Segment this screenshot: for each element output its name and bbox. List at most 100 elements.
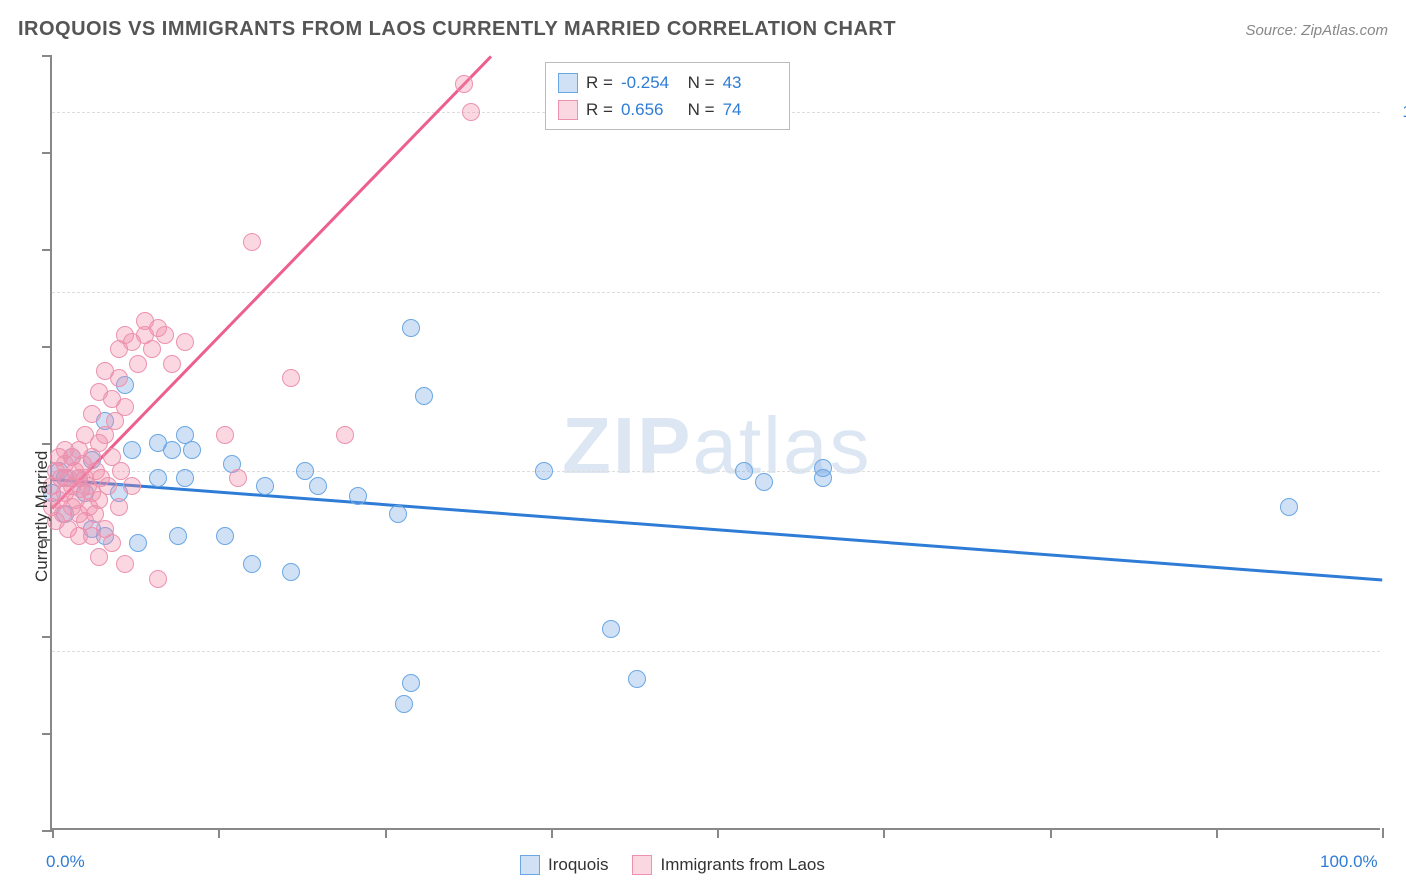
y-tick: [42, 249, 52, 251]
legend-item: Iroquois: [520, 855, 608, 875]
data-point: [402, 319, 420, 337]
stats-n-value: 74: [723, 96, 777, 123]
data-point: [389, 505, 407, 523]
data-point: [163, 355, 181, 373]
data-point: [110, 498, 128, 516]
data-point: [83, 405, 101, 423]
data-point: [402, 674, 420, 692]
chart-container: IROQUOIS VS IMMIGRANTS FROM LAOS CURRENT…: [0, 0, 1406, 892]
data-point: [183, 441, 201, 459]
data-point: [110, 369, 128, 387]
gridline: [52, 651, 1380, 652]
legend-swatch: [632, 855, 652, 875]
data-point: [602, 620, 620, 638]
x-tick: [218, 828, 220, 838]
data-point: [143, 340, 161, 358]
data-point: [243, 233, 261, 251]
y-tick-label: 75.0%: [1390, 282, 1406, 302]
data-point: [123, 441, 141, 459]
x-tick: [1216, 828, 1218, 838]
data-point: [349, 487, 367, 505]
stats-n-label: N =: [683, 96, 715, 123]
legend-swatch: [520, 855, 540, 875]
data-point: [129, 534, 147, 552]
gridline: [52, 471, 1380, 472]
data-point: [309, 477, 327, 495]
data-point: [116, 555, 134, 573]
data-point: [735, 462, 753, 480]
data-point: [628, 670, 646, 688]
stats-r-value: -0.254: [621, 69, 675, 96]
data-point: [176, 469, 194, 487]
data-point: [395, 695, 413, 713]
legend-swatch: [558, 73, 578, 93]
watermark-bold: ZIP: [562, 401, 692, 490]
trend-line: [51, 55, 492, 509]
stats-r-label: R =: [586, 96, 613, 123]
data-point: [149, 570, 167, 588]
x-tick: [717, 828, 719, 838]
data-point: [336, 426, 354, 444]
stats-row: R = 0.656 N = 74: [558, 96, 777, 123]
y-tick: [42, 830, 52, 832]
x-tick: [883, 828, 885, 838]
plot-area: ZIPatlas 25.0%50.0%75.0%100.0%: [50, 55, 1380, 830]
y-tick: [42, 346, 52, 348]
y-tick: [42, 55, 52, 57]
x-axis-min-label: 0.0%: [46, 852, 85, 872]
y-axis-title: Currently Married: [32, 451, 52, 582]
stats-r-value: 0.656: [621, 96, 675, 123]
y-tick: [42, 636, 52, 638]
stats-n-value: 43: [723, 69, 777, 96]
stats-n-label: N =: [683, 69, 715, 96]
x-tick: [551, 828, 553, 838]
data-point: [103, 534, 121, 552]
y-tick-label: 50.0%: [1390, 461, 1406, 481]
data-point: [216, 527, 234, 545]
data-point: [415, 387, 433, 405]
data-point: [256, 477, 274, 495]
stats-r-label: R =: [586, 69, 613, 96]
source-attribution: Source: ZipAtlas.com: [1245, 22, 1388, 39]
data-point: [229, 469, 247, 487]
data-point: [99, 477, 117, 495]
data-point: [163, 441, 181, 459]
data-point: [282, 369, 300, 387]
y-tick: [42, 443, 52, 445]
stats-legend-box: R = -0.254 N = 43R = 0.656 N = 74: [545, 62, 790, 130]
data-point: [216, 426, 234, 444]
y-tick-label: 100.0%: [1390, 102, 1406, 122]
data-point: [455, 75, 473, 93]
data-point: [814, 459, 832, 477]
data-point: [116, 398, 134, 416]
x-tick: [385, 828, 387, 838]
data-point: [755, 473, 773, 491]
data-point: [149, 469, 167, 487]
gridline: [52, 292, 1380, 293]
bottom-legend: Iroquois Immigrants from Laos: [520, 855, 825, 875]
data-point: [90, 548, 108, 566]
data-point: [535, 462, 553, 480]
data-point: [462, 103, 480, 121]
x-tick: [1382, 828, 1384, 838]
data-point: [123, 477, 141, 495]
title-bar: IROQUOIS VS IMMIGRANTS FROM LAOS CURRENT…: [18, 18, 1388, 41]
legend-swatch: [558, 100, 578, 120]
data-point: [129, 355, 147, 373]
y-tick: [42, 152, 52, 154]
legend-item: Immigrants from Laos: [632, 855, 824, 875]
data-point: [169, 527, 187, 545]
data-point: [176, 333, 194, 351]
data-point: [156, 326, 174, 344]
x-axis-max-label: 100.0%: [1320, 852, 1378, 872]
y-tick: [42, 733, 52, 735]
legend-label: Immigrants from Laos: [660, 855, 824, 875]
watermark-rest: atlas: [692, 401, 871, 490]
y-tick-label: 25.0%: [1390, 641, 1406, 661]
chart-title: IROQUOIS VS IMMIGRANTS FROM LAOS CURRENT…: [18, 18, 896, 41]
data-point: [282, 563, 300, 581]
data-point: [296, 462, 314, 480]
legend-label: Iroquois: [548, 855, 608, 875]
data-point: [243, 555, 261, 573]
stats-row: R = -0.254 N = 43: [558, 69, 777, 96]
